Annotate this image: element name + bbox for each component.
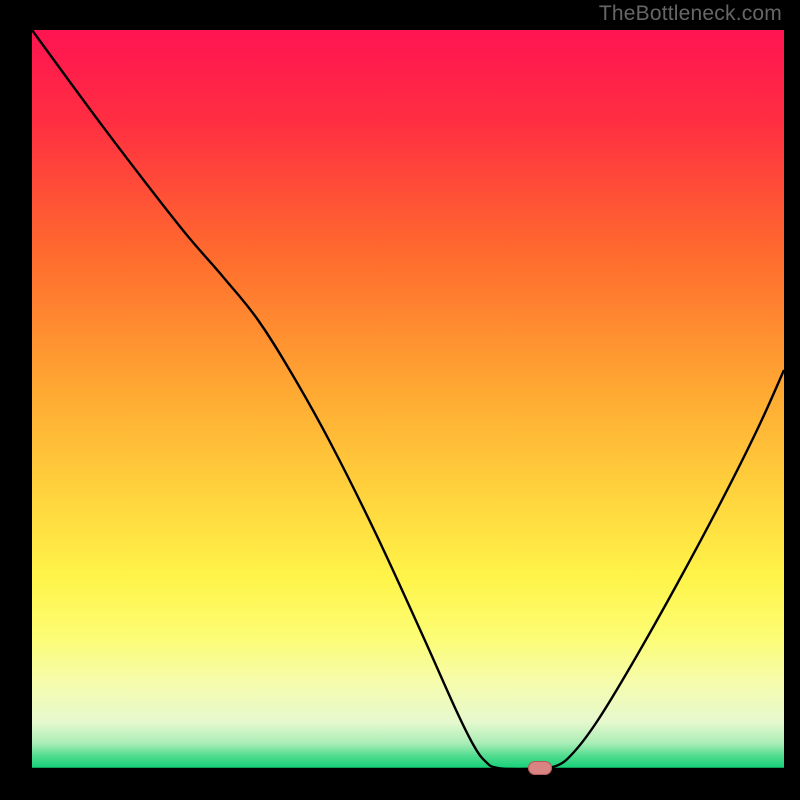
chart-stage: TheBottleneck.com (0, 0, 800, 800)
bottleneck-chart (0, 0, 800, 800)
optimal-marker (528, 761, 552, 775)
gradient-background (32, 30, 784, 770)
watermark-text: TheBottleneck.com (599, 2, 782, 26)
